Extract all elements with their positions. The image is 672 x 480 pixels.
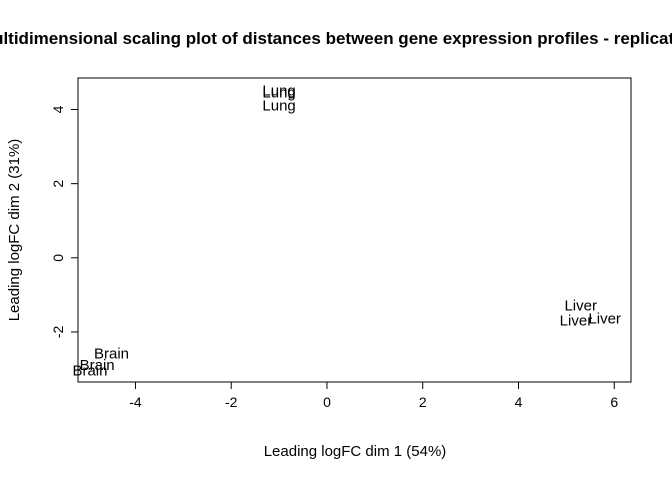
y-tick-label: 0: [50, 254, 66, 262]
point-label-lung: Lung: [262, 84, 295, 101]
point-label-liver: Liver: [588, 310, 621, 327]
point-label-liver: Liver: [560, 312, 593, 329]
y-axis-label: Leading logFC dim 2 (31%): [6, 139, 23, 322]
y-tick-label: 4: [50, 105, 66, 113]
x-axis-label: Leading logFC dim 1 (54%): [264, 443, 447, 460]
point-label-liver: Liver: [564, 298, 597, 315]
x-tick-label: 0: [323, 394, 331, 410]
x-tick-label: 4: [515, 394, 523, 410]
point-labels: BrainBrainBrainLungLungLungLiverLiverLiv…: [72, 82, 620, 379]
x-tick-label: -2: [225, 394, 238, 410]
plot-frame: [77, 77, 632, 383]
chart-title: Multidimensional scaling plot of distanc…: [0, 29, 672, 48]
point-label-brain: Brain: [80, 357, 115, 374]
point-label-lung: Lung: [262, 82, 295, 99]
x-axis: -4 -2 0 2 4 6: [129, 381, 618, 410]
y-axis: -2 0 2 4: [50, 105, 79, 339]
y-tick-label: -2: [50, 326, 66, 339]
x-tick-label: 2: [419, 394, 427, 410]
point-label-brain: Brain: [94, 346, 129, 363]
x-tick-label: -4: [129, 394, 142, 410]
x-tick-label: 6: [610, 394, 618, 410]
point-label-brain: Brain: [72, 362, 107, 379]
point-label-lung: Lung: [262, 97, 295, 114]
y-tick-label: 2: [50, 180, 66, 188]
